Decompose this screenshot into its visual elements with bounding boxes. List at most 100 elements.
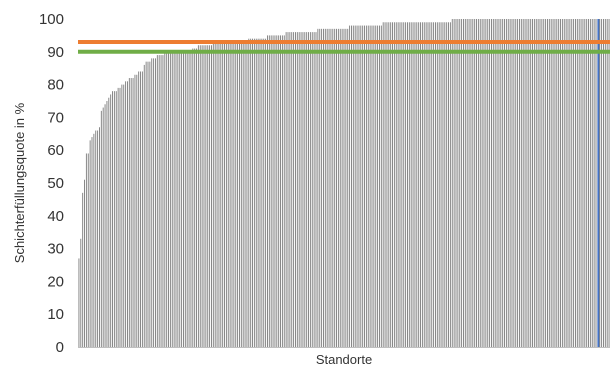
bar (263, 38, 265, 348)
bar (177, 51, 179, 348)
bar (309, 32, 311, 348)
bar (481, 19, 483, 347)
bar (336, 28, 337, 348)
bar (608, 19, 610, 347)
bar (130, 78, 132, 347)
bar (457, 19, 459, 347)
y-tick-label: 90 (47, 44, 64, 61)
bar (382, 22, 384, 348)
bar (289, 32, 291, 348)
bar (515, 19, 517, 347)
bar (444, 22, 446, 348)
bar (151, 58, 153, 348)
bar (311, 32, 313, 348)
bar (99, 127, 100, 348)
bar (323, 28, 324, 348)
bar (110, 94, 112, 347)
bar (95, 130, 97, 347)
bar (339, 28, 341, 348)
bar (593, 19, 595, 347)
y-tick-label: 30 (47, 241, 64, 258)
bar (87, 153, 89, 347)
bar (82, 192, 84, 347)
bar (326, 28, 328, 348)
bar (414, 22, 416, 348)
bar (351, 25, 352, 348)
y-tick-label: 40 (47, 208, 64, 225)
bar (435, 22, 436, 348)
bar (280, 35, 281, 348)
bar (576, 19, 578, 347)
bar (384, 22, 386, 348)
bar (119, 87, 121, 347)
bar (156, 55, 158, 347)
bar (560, 19, 561, 347)
bar (242, 41, 244, 348)
bar (524, 19, 526, 347)
bar (408, 22, 410, 348)
bar (164, 51, 166, 348)
bar (532, 19, 533, 347)
bar (416, 22, 418, 348)
bar (543, 19, 545, 347)
bar (420, 22, 421, 348)
bar (214, 41, 216, 348)
bar (227, 41, 229, 348)
bar (125, 81, 127, 347)
bar (291, 32, 293, 348)
bar (84, 179, 85, 347)
bar (145, 61, 147, 347)
bar (466, 19, 468, 347)
bar (233, 41, 235, 348)
bar (522, 19, 524, 347)
bar (494, 19, 496, 347)
bar (343, 28, 345, 348)
bar (205, 45, 207, 348)
bar (283, 35, 285, 348)
bar (520, 19, 522, 347)
bar (491, 19, 492, 347)
bar (225, 41, 227, 348)
bar (102, 107, 104, 347)
bar (589, 19, 591, 347)
bar (591, 19, 593, 347)
bar (386, 22, 388, 348)
y-tick-label: 100 (39, 11, 64, 28)
bar (104, 104, 106, 347)
bar (399, 22, 401, 348)
bar (347, 28, 349, 348)
bar (582, 19, 584, 347)
bar (199, 45, 201, 348)
bar (123, 84, 125, 347)
bar (565, 19, 567, 347)
bar (507, 19, 509, 347)
bar (373, 25, 375, 348)
bar (403, 22, 405, 348)
bar (571, 19, 573, 347)
bar (519, 19, 520, 347)
bar (584, 19, 586, 347)
bar (474, 19, 476, 347)
bar (246, 41, 248, 348)
bar (168, 51, 169, 348)
bar (330, 28, 332, 348)
bar (455, 19, 457, 347)
bar (265, 38, 267, 348)
bar (337, 28, 339, 348)
bar (556, 19, 558, 347)
bar (354, 25, 356, 348)
bar (476, 19, 477, 347)
bar (539, 19, 541, 347)
bar (528, 19, 530, 347)
bar (371, 25, 373, 348)
bar (463, 19, 464, 347)
bar (128, 78, 130, 347)
bar (567, 19, 569, 347)
bar (268, 35, 270, 348)
bar (317, 28, 319, 348)
bar (97, 130, 99, 347)
bar (401, 22, 403, 348)
bar (184, 51, 186, 348)
